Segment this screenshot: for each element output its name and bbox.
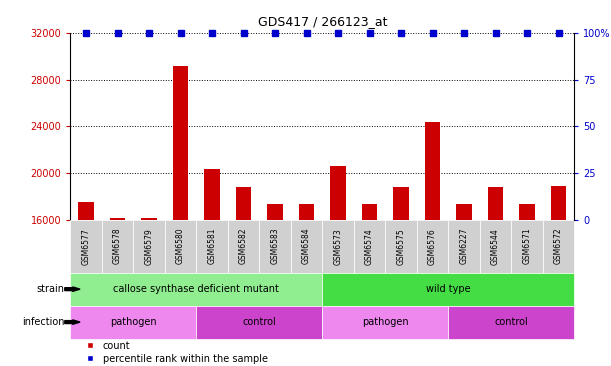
Text: GDS417 / 266123_at: GDS417 / 266123_at — [258, 15, 387, 28]
Bar — [448, 306, 574, 339]
Text: GSM6572: GSM6572 — [554, 228, 563, 265]
Bar — [393, 187, 409, 220]
Bar — [354, 220, 386, 273]
Bar — [259, 220, 291, 273]
Bar — [330, 166, 346, 220]
Text: GSM6227: GSM6227 — [459, 228, 469, 264]
Bar — [102, 220, 133, 273]
Text: control: control — [243, 317, 276, 327]
Text: strain: strain — [36, 284, 64, 294]
Bar — [323, 273, 574, 306]
Bar — [267, 205, 283, 220]
Text: GSM6581: GSM6581 — [208, 228, 216, 264]
Bar — [386, 220, 417, 273]
Text: GSM6580: GSM6580 — [176, 228, 185, 265]
Bar — [480, 220, 511, 273]
Bar — [519, 205, 535, 220]
Text: wild type: wild type — [426, 284, 470, 294]
Bar — [109, 219, 125, 220]
Text: GSM6584: GSM6584 — [302, 228, 311, 265]
Bar — [141, 219, 157, 220]
Bar — [173, 66, 188, 220]
Bar — [196, 306, 323, 339]
Bar — [228, 220, 259, 273]
Text: GSM6578: GSM6578 — [113, 228, 122, 265]
Bar — [323, 220, 354, 273]
Bar — [448, 220, 480, 273]
Text: GSM6576: GSM6576 — [428, 228, 437, 265]
Text: GSM6577: GSM6577 — [81, 228, 90, 265]
Bar — [551, 186, 566, 220]
Bar — [488, 187, 503, 220]
Text: GSM6583: GSM6583 — [271, 228, 280, 265]
Bar — [196, 220, 228, 273]
Bar — [299, 205, 315, 220]
Text: pathogen: pathogen — [110, 317, 156, 327]
Text: GSM6575: GSM6575 — [397, 228, 406, 265]
Bar — [165, 220, 196, 273]
Text: control: control — [494, 317, 528, 327]
Text: GSM6582: GSM6582 — [239, 228, 248, 264]
Bar — [362, 205, 378, 220]
Bar — [133, 220, 165, 273]
Text: pathogen: pathogen — [362, 317, 409, 327]
Bar — [204, 169, 220, 220]
Bar — [417, 220, 448, 273]
Bar — [543, 220, 574, 273]
Text: GSM6544: GSM6544 — [491, 228, 500, 265]
Bar — [425, 122, 441, 220]
Text: GSM6574: GSM6574 — [365, 228, 374, 265]
Bar — [323, 306, 448, 339]
Bar — [236, 187, 251, 220]
Legend: count, percentile rank within the sample: count, percentile rank within the sample — [85, 341, 268, 363]
Bar — [78, 202, 94, 220]
Text: callose synthase deficient mutant: callose synthase deficient mutant — [114, 284, 279, 294]
Text: GSM6573: GSM6573 — [334, 228, 343, 265]
Text: GSM6579: GSM6579 — [145, 228, 153, 265]
Text: infection: infection — [21, 317, 64, 327]
Bar — [70, 273, 323, 306]
Text: GSM6571: GSM6571 — [522, 228, 532, 265]
Bar — [511, 220, 543, 273]
Bar — [70, 220, 102, 273]
Bar — [70, 306, 196, 339]
Bar — [291, 220, 323, 273]
Bar — [456, 205, 472, 220]
